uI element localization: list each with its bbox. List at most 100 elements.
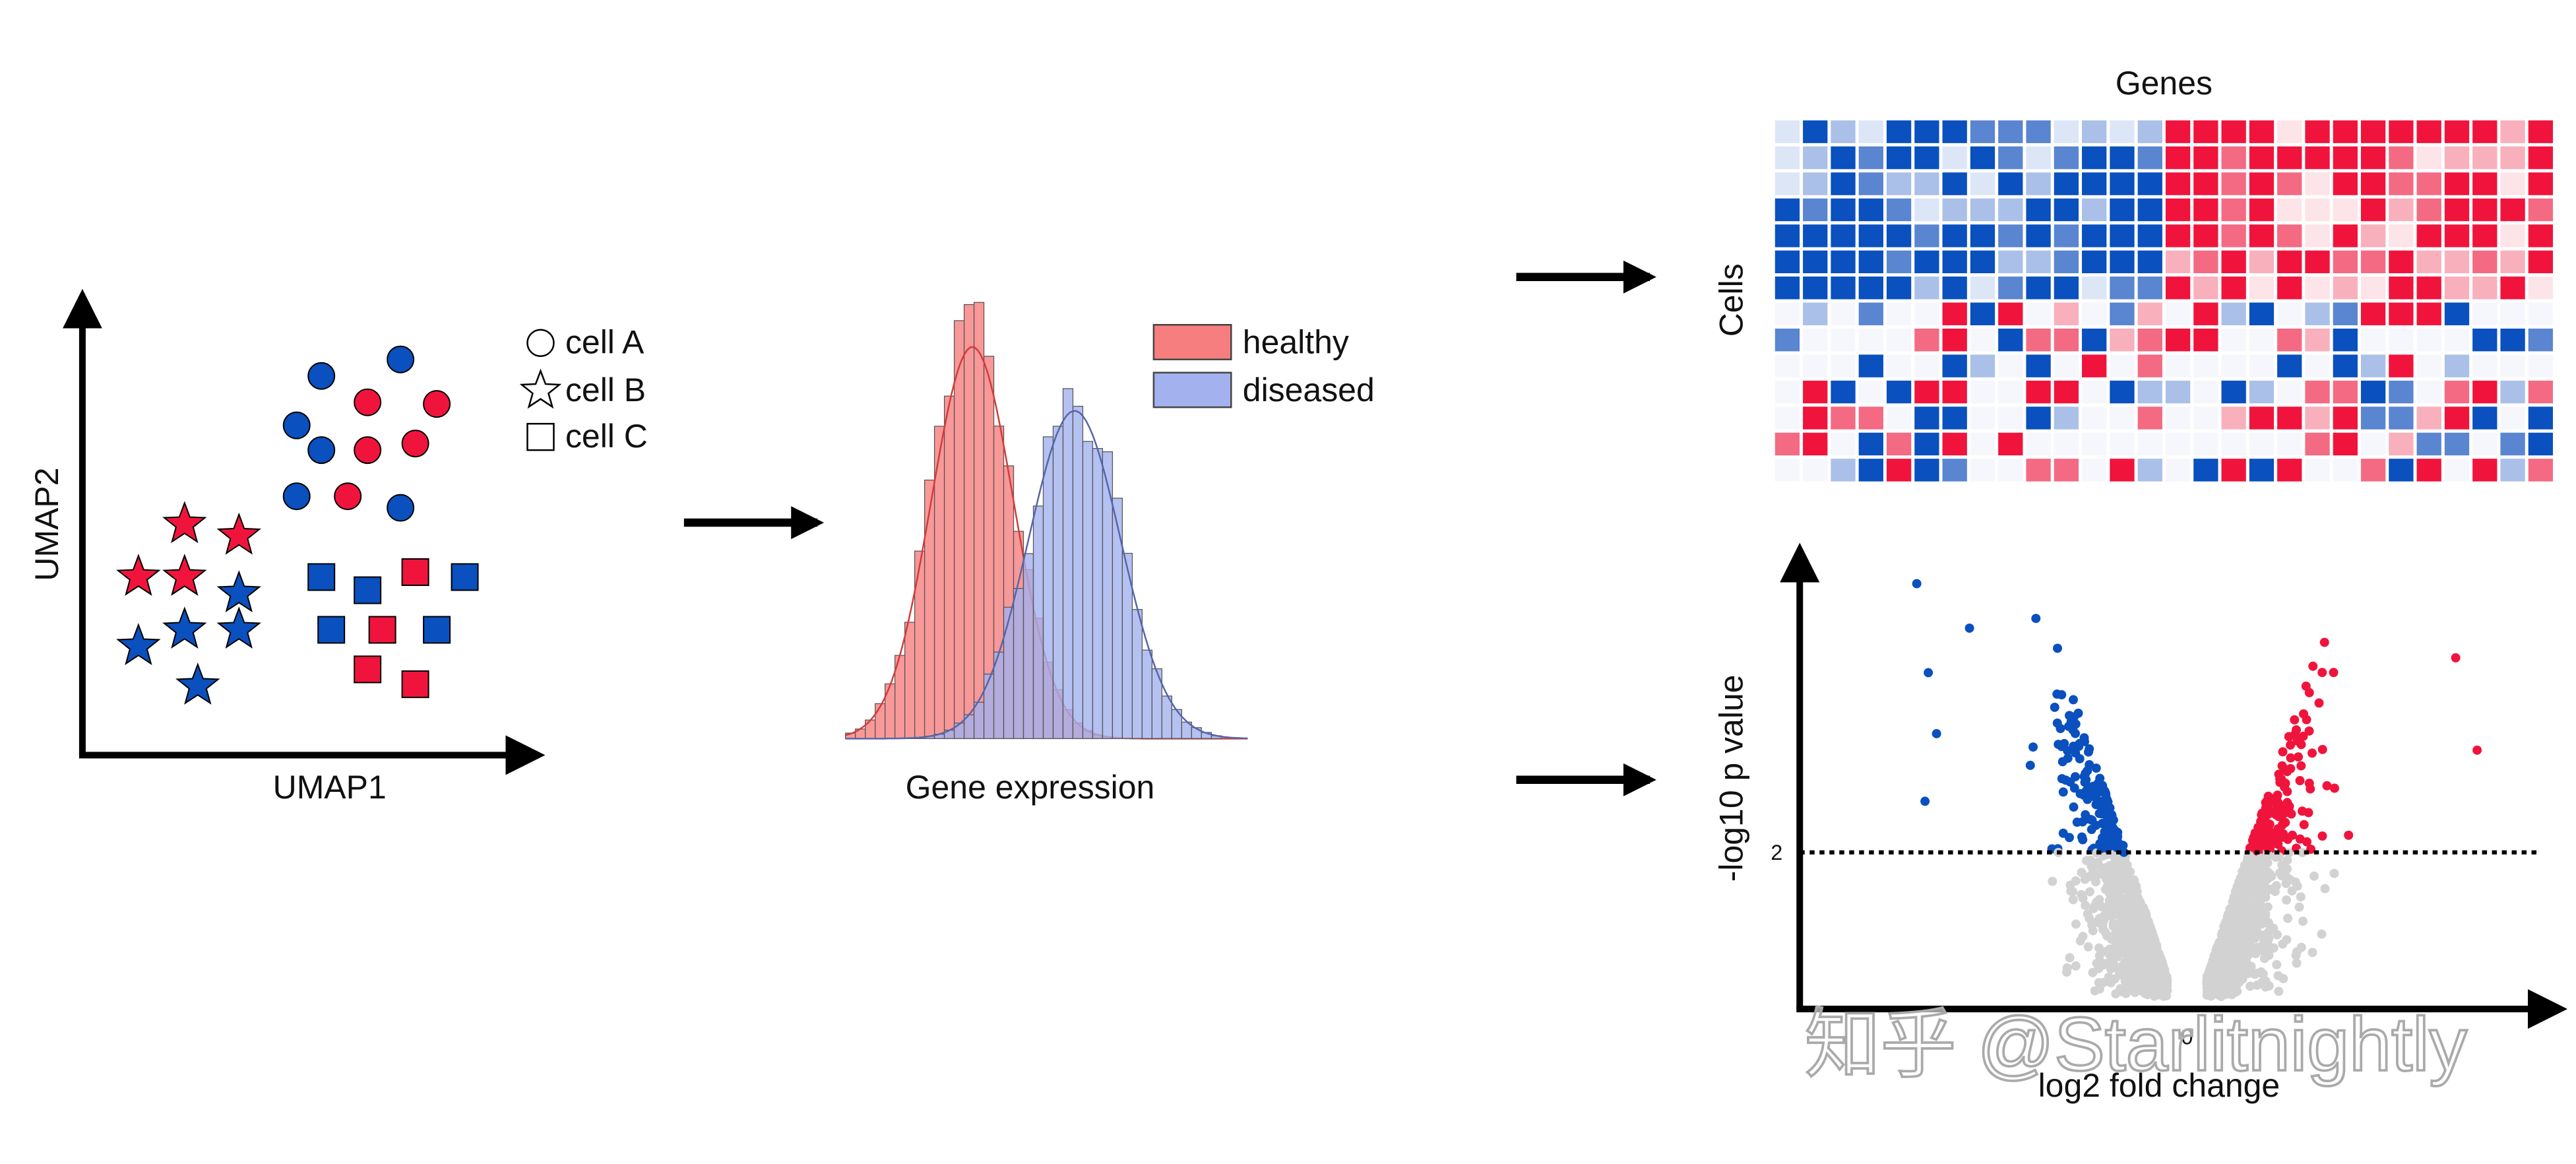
heat-cell	[2360, 250, 2386, 274]
heat-cell	[1970, 276, 1995, 300]
heat-cell	[2389, 120, 2414, 143]
heat-cell	[1886, 146, 1912, 170]
heat-cell	[1942, 224, 1967, 247]
gene-point	[2224, 989, 2234, 999]
heat-cell	[1858, 146, 1883, 170]
heat-cell	[2193, 302, 2218, 325]
cell-star	[162, 501, 207, 544]
heat-cell	[2026, 432, 2051, 456]
heat-cell	[2054, 276, 2079, 300]
arrows	[683, 260, 1656, 796]
heat-cell	[1998, 406, 2023, 430]
gene-point	[1924, 668, 1933, 678]
heat-cell	[1858, 380, 1883, 404]
heat-cell	[2110, 120, 2135, 143]
gene-point	[2294, 902, 2304, 912]
heat-cell	[2026, 120, 2051, 143]
heat-cell	[2472, 172, 2497, 195]
heat-cell	[1775, 172, 1800, 195]
y-label: UMAP2	[28, 468, 65, 581]
heat-cell	[2110, 354, 2135, 377]
heat-cell	[2221, 302, 2246, 325]
heat-cell	[1970, 302, 1995, 325]
gene-point	[2081, 856, 2091, 866]
heat-cell	[2500, 146, 2525, 170]
heat-cell	[2360, 302, 2386, 325]
heat-cell	[2305, 380, 2330, 404]
heat-cell	[2082, 380, 2107, 404]
gene-point	[2282, 855, 2292, 865]
x-tick-label: 0	[2181, 1025, 2193, 1049]
heat-cell	[2165, 328, 2191, 352]
gene-point	[2274, 852, 2284, 862]
heat-cell	[2221, 120, 2246, 143]
gene-point	[2094, 963, 2104, 973]
heat-cell	[2082, 146, 2107, 170]
heat-cell	[2444, 172, 2470, 195]
gene-point	[2082, 814, 2092, 824]
heat-cell	[2472, 328, 2497, 352]
gene-point	[2282, 864, 2292, 874]
gene-point	[2259, 882, 2269, 892]
heat-cell	[1831, 120, 1856, 143]
heat-cell	[1831, 198, 1856, 222]
heat-cell	[2054, 380, 2079, 404]
heat-cell	[1886, 250, 1912, 274]
gene-point	[2261, 798, 2271, 808]
gene-point	[2080, 777, 2090, 787]
heat-cell	[2110, 146, 2135, 170]
gene-point	[2091, 763, 2101, 773]
gene-point	[2258, 860, 2268, 870]
heat-cell	[1858, 224, 1883, 247]
cell-circle	[354, 436, 382, 465]
hist-bar	[1102, 451, 1114, 739]
hist-bar	[973, 701, 985, 739]
gene-point	[2317, 668, 2327, 678]
cell-star	[116, 554, 161, 597]
gene-point	[2028, 742, 2038, 752]
heat-cell	[2193, 354, 2218, 377]
heat-cell	[2026, 459, 2051, 482]
gene-point	[2214, 942, 2224, 952]
heat-cell	[2500, 328, 2525, 352]
gene-point	[2317, 929, 2327, 939]
heat-cell	[2333, 406, 2358, 430]
hist-bar	[973, 302, 985, 739]
heat-cell	[2193, 276, 2218, 300]
gene-point	[2088, 926, 2098, 936]
heat-cell	[2054, 146, 2079, 170]
legend-label: cell C	[565, 418, 648, 455]
gene-point	[2136, 963, 2146, 973]
gene-point	[2296, 740, 2306, 750]
heat-cell	[2026, 198, 2051, 222]
gene-point	[2273, 930, 2282, 940]
gene-point	[2106, 822, 2116, 832]
watermark: 知乎 @Starlitnightly	[1805, 1002, 2468, 1087]
heat-cell	[2472, 459, 2497, 482]
heat-cell	[1942, 302, 1967, 325]
heat-cell	[1831, 406, 1856, 430]
gene-point	[2263, 829, 2273, 839]
heat-cell	[1831, 354, 1856, 377]
heat-cell	[2333, 432, 2358, 456]
heat-cell	[1803, 120, 1828, 143]
gene-point	[2025, 760, 2035, 770]
heat-cell	[2444, 250, 2470, 274]
heat-cell	[2528, 380, 2554, 404]
hist-bar	[1032, 505, 1044, 739]
heat-cell	[2333, 146, 2358, 170]
gene-point	[2123, 983, 2133, 993]
heat-cell	[1942, 146, 1967, 170]
heat-cell	[2165, 302, 2191, 325]
heat-cell	[2277, 302, 2302, 325]
gene-point	[2077, 868, 2087, 878]
heat-cell	[1858, 276, 1883, 300]
heat-cell	[1998, 432, 2023, 456]
gene-point	[2221, 978, 2231, 988]
heat-cell	[1942, 198, 1967, 222]
gene-point	[2223, 934, 2233, 944]
heat-cell	[2277, 224, 2302, 247]
gene-point	[2301, 681, 2311, 691]
heat-cell	[2026, 406, 2051, 430]
heat-cell	[1775, 224, 1800, 247]
